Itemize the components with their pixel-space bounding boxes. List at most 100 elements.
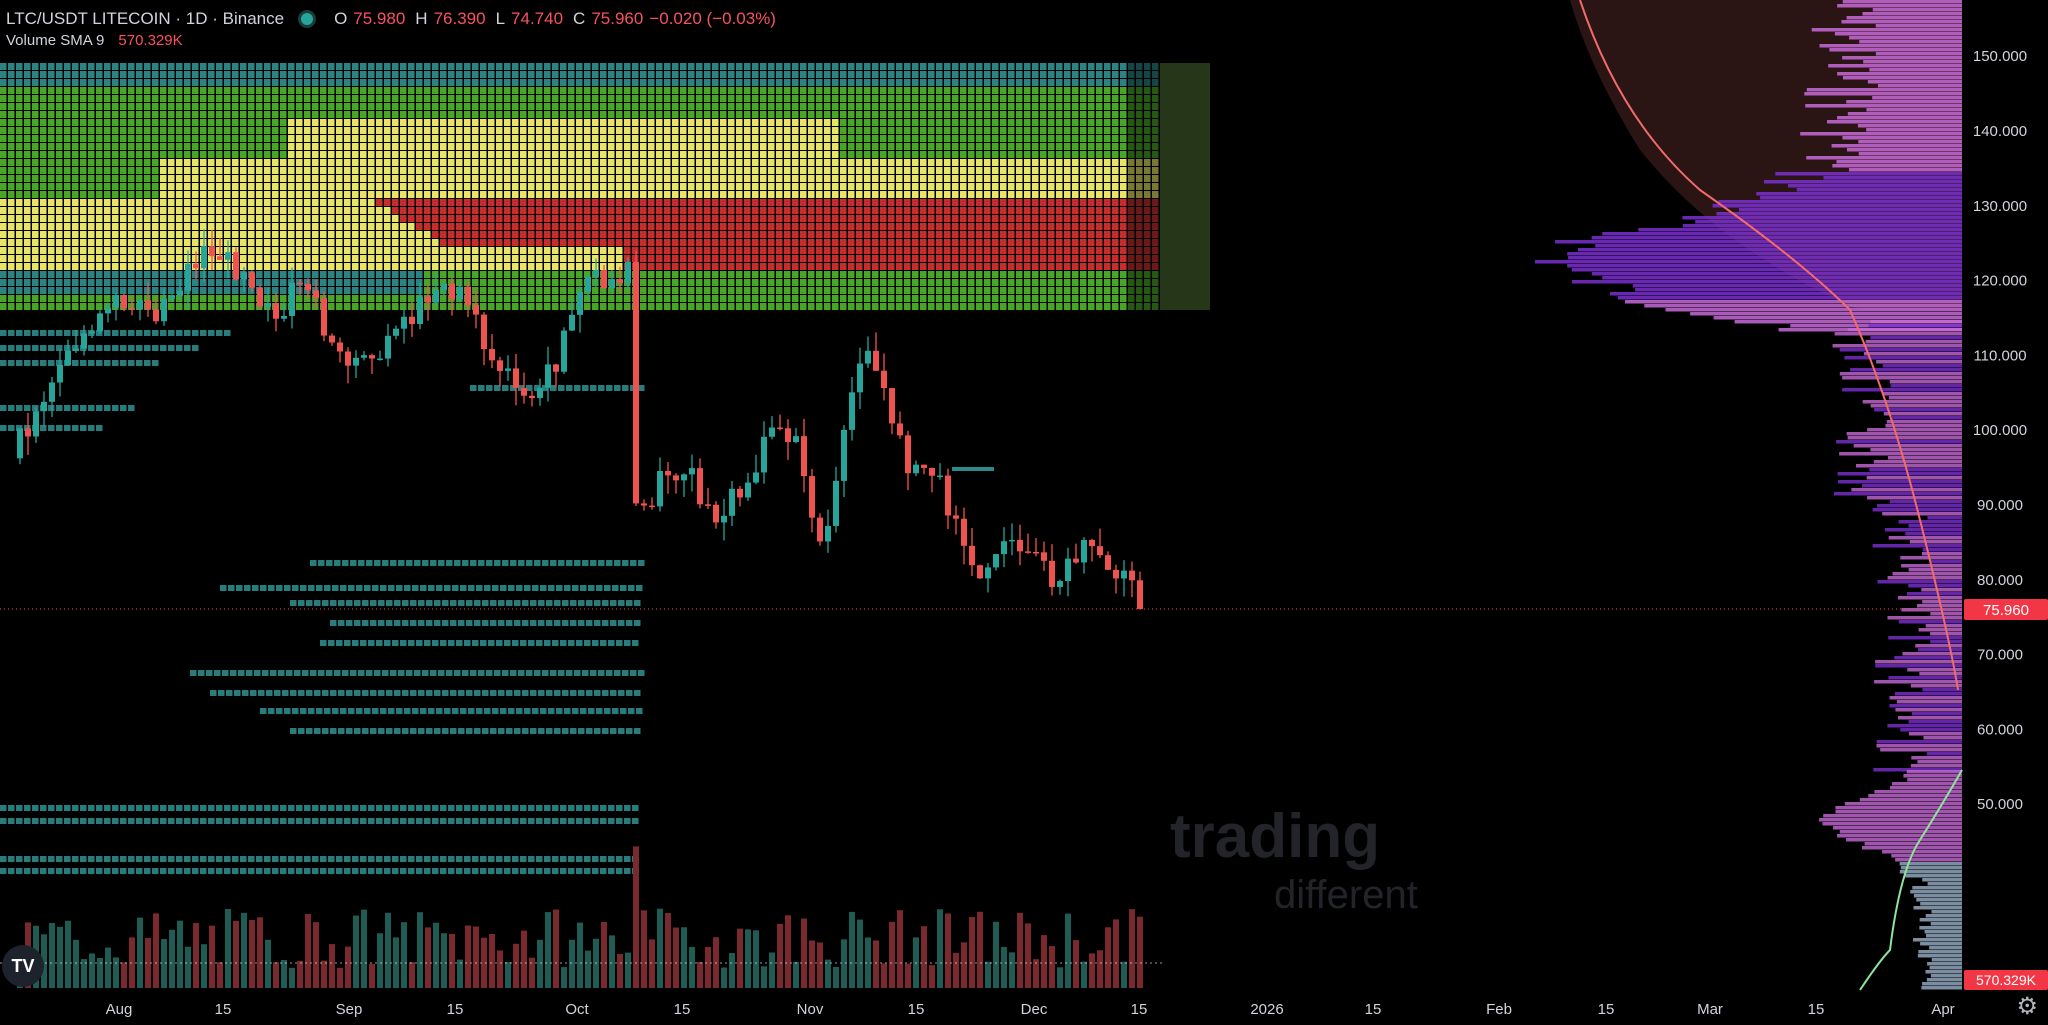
heatmap-cell bbox=[344, 79, 351, 86]
profile-band-cell bbox=[322, 690, 329, 696]
heatmap-cell bbox=[184, 295, 191, 302]
heatmap-cell bbox=[824, 143, 831, 150]
heatmap-cell bbox=[984, 247, 991, 254]
heatmap-cell bbox=[304, 175, 311, 182]
heatmap-cell bbox=[160, 119, 167, 126]
heatmap-cell bbox=[832, 207, 839, 214]
heatmap-cell bbox=[928, 127, 935, 134]
heatmap-cell bbox=[144, 87, 151, 94]
heatmap-cell bbox=[640, 135, 647, 142]
heatmap-cell bbox=[336, 303, 343, 310]
profile-band-cell bbox=[622, 560, 629, 566]
heatmap-cell bbox=[224, 127, 231, 134]
profile-band-cell bbox=[486, 560, 493, 566]
heatmap-cell bbox=[872, 215, 879, 222]
heatmap-cell bbox=[88, 95, 95, 102]
heatmap-cell bbox=[296, 271, 303, 278]
profile-band-cell bbox=[320, 640, 327, 646]
heatmap-cell bbox=[24, 295, 31, 302]
heatmap-cell bbox=[264, 207, 271, 214]
heatmap-cell bbox=[144, 175, 151, 182]
heatmap-cell bbox=[1144, 279, 1151, 286]
heatmap-cell bbox=[992, 95, 999, 102]
heatmap-cell bbox=[1040, 127, 1047, 134]
heatmap-cell bbox=[1128, 159, 1135, 166]
heatmap-cell bbox=[24, 95, 31, 102]
heatmap-cell bbox=[728, 207, 735, 214]
heatmap-cell bbox=[568, 279, 575, 286]
heatmap-cell bbox=[104, 287, 111, 294]
heatmap-cell bbox=[328, 143, 335, 150]
heatmap-cell bbox=[128, 263, 135, 270]
heatmap-cell bbox=[464, 119, 471, 126]
heatmap-cell bbox=[488, 255, 495, 262]
heatmap-cell bbox=[416, 263, 423, 270]
heatmap-cell bbox=[480, 191, 487, 198]
heatmap-cell bbox=[864, 303, 871, 310]
heatmap-cell bbox=[1056, 239, 1063, 246]
heatmap-cell bbox=[488, 95, 495, 102]
heatmap-cell bbox=[952, 183, 959, 190]
heatmap-cell bbox=[360, 143, 367, 150]
heatmap-cell bbox=[504, 199, 511, 206]
heatmap-cell bbox=[808, 95, 815, 102]
heatmap-cell bbox=[1008, 279, 1015, 286]
heatmap-cell bbox=[1088, 303, 1095, 310]
heatmap-cell bbox=[864, 151, 871, 158]
heatmap-cell bbox=[8, 223, 15, 230]
heatmap-cell bbox=[824, 295, 831, 302]
heatmap-cell bbox=[840, 199, 847, 206]
heatmap-cell bbox=[32, 151, 39, 158]
heatmap-cell bbox=[176, 63, 183, 70]
heatmap-cell bbox=[1048, 79, 1055, 86]
heatmap-cell bbox=[264, 247, 271, 254]
heatmap-cell bbox=[1064, 135, 1071, 142]
heatmap-cell bbox=[336, 255, 343, 262]
heatmap-cell bbox=[184, 151, 191, 158]
heatmap-cell bbox=[760, 119, 767, 126]
profile-band-cell bbox=[492, 585, 499, 591]
heatmap-cell bbox=[344, 271, 351, 278]
heatmap-cell bbox=[472, 119, 479, 126]
profile-band-cell bbox=[48, 405, 55, 411]
heatmap-cell bbox=[512, 215, 519, 222]
heatmap-cell bbox=[64, 215, 71, 222]
heatmap-cell bbox=[560, 223, 567, 230]
heatmap-cell bbox=[1144, 127, 1151, 134]
heatmap-cell bbox=[376, 183, 383, 190]
profile-band-cell bbox=[478, 560, 485, 566]
heatmap-cell bbox=[112, 239, 119, 246]
heatmap-cell bbox=[272, 167, 279, 174]
heatmap-cell bbox=[32, 167, 39, 174]
heatmap-cell bbox=[792, 79, 799, 86]
heatmap-cell bbox=[528, 223, 535, 230]
profile-band-cell bbox=[546, 620, 553, 626]
heatmap-cell bbox=[152, 159, 159, 166]
heatmap-cell bbox=[680, 287, 687, 294]
heatmap-cell bbox=[232, 127, 239, 134]
heatmap-cell bbox=[304, 271, 311, 278]
heatmap-cell bbox=[176, 71, 183, 78]
heatmap-cell bbox=[408, 175, 415, 182]
heatmap-cell bbox=[280, 175, 287, 182]
heatmap-cell bbox=[432, 223, 439, 230]
heatmap-cell bbox=[0, 191, 7, 198]
heatmap-cell bbox=[40, 151, 47, 158]
heatmap-cell bbox=[776, 239, 783, 246]
heatmap-cell bbox=[576, 271, 583, 278]
profile-band-cell bbox=[474, 690, 481, 696]
heatmap-cell bbox=[680, 127, 687, 134]
heatmap-cell bbox=[664, 167, 671, 174]
heatmap-cell bbox=[528, 271, 535, 278]
heatmap-cell bbox=[1048, 271, 1055, 278]
heatmap-cell bbox=[120, 119, 127, 126]
heatmap-cell bbox=[120, 231, 127, 238]
heatmap-cell bbox=[1120, 207, 1127, 214]
heatmap-cell bbox=[104, 119, 111, 126]
heatmap-cell bbox=[432, 159, 439, 166]
heatmap-cell bbox=[488, 103, 495, 110]
heatmap-cell bbox=[1136, 239, 1143, 246]
heatmap-cell bbox=[1024, 119, 1031, 126]
profile-band-cell bbox=[564, 708, 571, 714]
